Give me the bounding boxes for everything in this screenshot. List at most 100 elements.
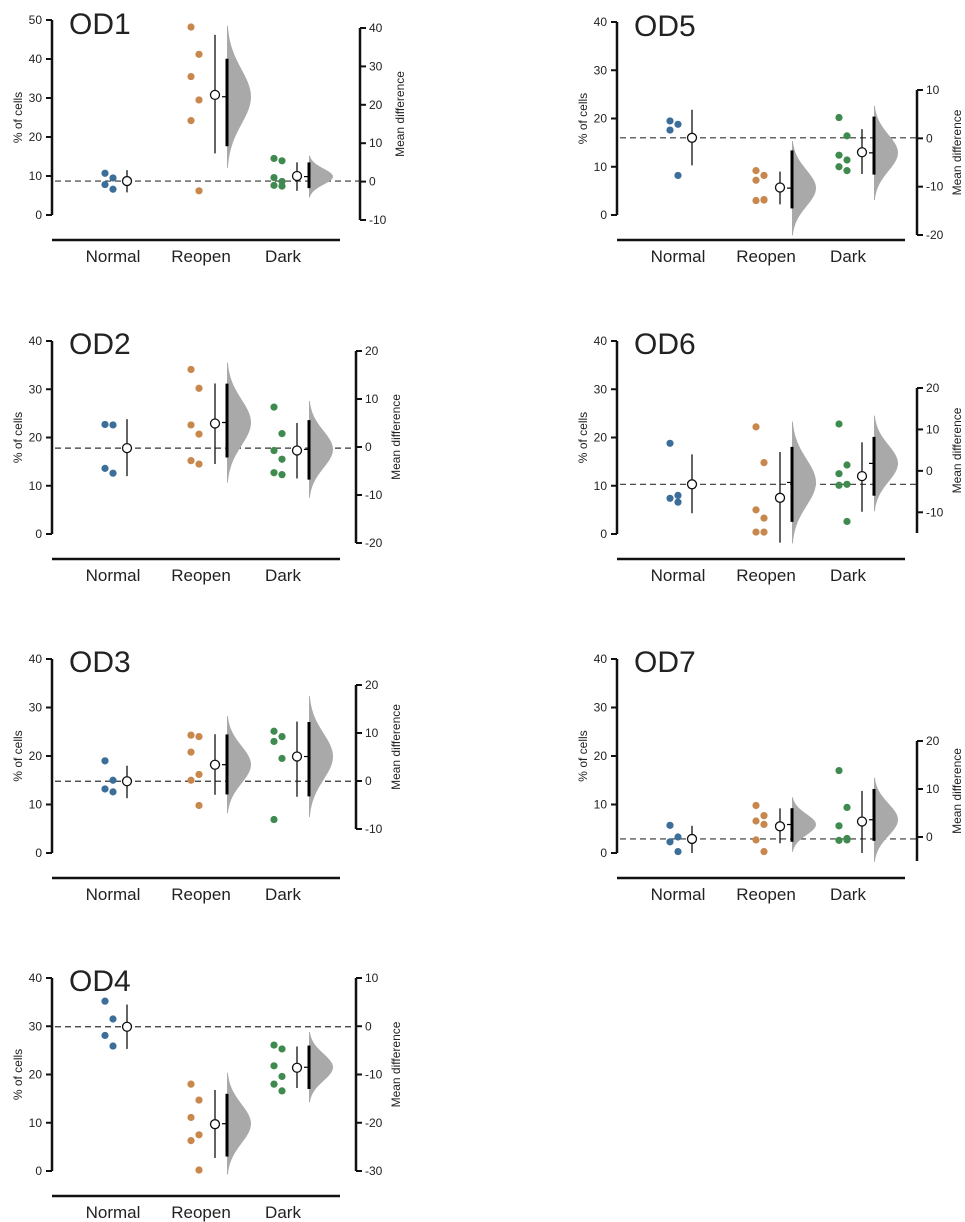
bootstrap-distribution [874,415,898,512]
data-point [187,1080,195,1088]
y2-tick-label: -20 [926,228,944,242]
y2-tick-label: 10 [365,726,379,740]
data-point [666,494,674,502]
mean-marker [774,182,786,193]
data-point [195,430,203,438]
y2-tick-label: -20 [365,1116,383,1130]
y2-tick-label: -10 [365,822,383,836]
data-point [195,1096,203,1104]
data-point [835,163,843,171]
y2-tick-label: 10 [926,83,940,97]
y-tick-label: 10 [594,160,608,174]
data-point [195,1166,203,1174]
mean-marker [209,759,221,770]
data-point [101,464,109,472]
panel-title: OD3 [69,646,131,679]
data-point [187,1113,195,1122]
y2-axis-label: Mean difference [389,704,403,790]
data-point [674,120,682,128]
data-point [278,733,286,741]
y2-tick-label: 30 [369,59,383,73]
data-point [752,836,760,844]
mean-marker [291,170,303,182]
bootstrap-distribution [227,715,251,814]
data-point [195,770,203,779]
data-point [195,187,203,195]
x-tick-label: Dark [830,885,866,904]
panel-title: OD5 [634,10,696,43]
y-tick-label: 30 [594,382,608,396]
data-point [752,801,760,810]
y-tick-label: 10 [29,479,43,493]
data-point [835,151,843,159]
data-point [843,461,851,469]
mean-marker [686,833,698,845]
data-point [835,766,843,775]
series-normal [666,439,698,514]
data-point [666,117,674,125]
data-point [101,757,109,765]
y-tick-label: 0 [600,527,607,541]
series-normal [666,821,698,856]
panel-od5: OD5 0 10 20 30 40 % of cells Normal Reopen Dark -2… [576,10,964,266]
y2-tick-label: 0 [365,774,372,788]
y2-axis-label: Mean difference [950,109,964,195]
data-point [760,820,768,828]
data-point [843,803,851,812]
y2-axis-label: Mean difference [389,394,403,480]
bootstrap-distribution [792,140,816,236]
x-tick-label: Normal [651,566,706,585]
y2-tick-label: 20 [365,678,379,692]
data-point [109,469,117,477]
y2-axis-label: Mean difference [389,1021,403,1107]
y-tick-label: 30 [594,63,608,77]
y-tick-label: 0 [600,208,607,222]
data-point [278,455,286,463]
series-reopen [752,421,816,544]
series-reopen [752,797,816,856]
data-point [760,528,768,536]
data-point [187,72,195,81]
data-point [278,1072,286,1081]
x-tick-label: Dark [265,247,301,266]
x-tick-label: Normal [86,885,141,904]
x-tick-label: Reopen [736,885,796,904]
data-point [835,113,843,122]
panel-od2: OD2 0 10 20 30 40 % of cells Normal Reopen Dark -2… [11,328,403,585]
y2-axis-label: Mean difference [393,71,407,157]
bootstrap-distribution [792,797,816,852]
y-tick-label: 20 [29,1068,43,1082]
y2-tick-label: 0 [365,440,372,454]
data-point [835,470,843,478]
data-point [666,838,674,846]
data-point [195,384,203,392]
mean-marker [209,418,221,429]
panel-od6: OD6 0 10 20 30 40 % of cells Normal Reopen Dark -1… [576,328,964,585]
mean-marker [856,470,868,482]
data-point [752,176,760,184]
x-tick-label: Normal [86,566,141,585]
series-normal [101,419,133,477]
data-point [278,157,286,165]
mean-marker [686,479,698,490]
data-point [270,154,278,163]
series-normal [101,997,133,1050]
y2-tick-label: 0 [926,464,933,478]
data-point [187,731,195,739]
bootstrap-distribution [309,401,333,498]
data-point [843,480,851,488]
x-tick-label: Dark [830,247,866,266]
panel-title: OD6 [634,328,696,361]
data-point [109,174,117,182]
data-point [270,1080,278,1088]
panel-title: OD1 [69,8,131,41]
mean-marker [121,175,133,187]
y-tick-label: 10 [29,798,43,812]
data-point [843,156,851,164]
y2-tick-label: 20 [926,381,940,395]
data-point [674,491,682,499]
x-tick-label: Reopen [171,1203,231,1222]
data-point [760,195,768,204]
data-point [101,169,109,177]
data-point [270,1062,278,1070]
